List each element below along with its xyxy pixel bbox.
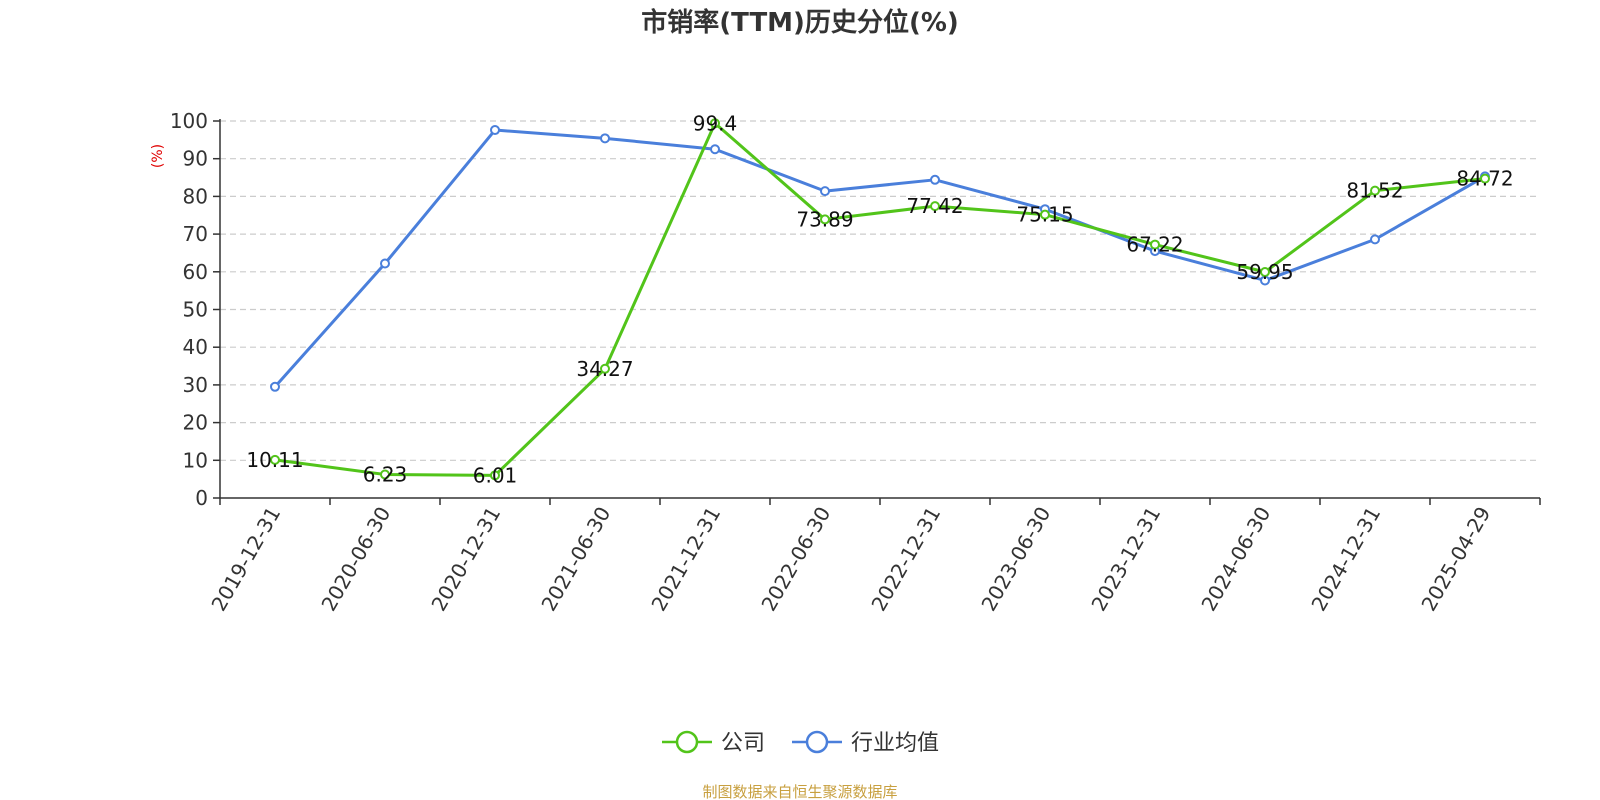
legend[interactable]: 公司 行业均值 [662, 730, 939, 756]
y-tick-label: 20 [183, 411, 208, 435]
x-tick-label: 2024-06-30 [1196, 503, 1275, 616]
data-label: 77.42 [906, 194, 963, 218]
data-point-0[interactable] [1150, 239, 1160, 250]
legend-item-0[interactable]: 公司 [662, 730, 765, 756]
data-label: 75.15 [1016, 203, 1073, 227]
data-point-0[interactable] [1480, 173, 1490, 184]
x-tick-label: 2020-06-30 [316, 503, 395, 616]
x-tick-label: 2022-06-30 [756, 503, 835, 616]
data-point-1[interactable] [380, 258, 390, 269]
x-tick-label: 2020-12-31 [426, 503, 505, 616]
grid-lines [220, 120, 1540, 461]
chart-title: 市销率(TTM)历史分位(%) [641, 7, 959, 38]
data-label: 67.22 [1126, 233, 1183, 257]
data-label: 6.01 [473, 463, 518, 487]
y-tick-label: 100 [170, 109, 208, 133]
legend-marker-icon [675, 730, 699, 754]
data-point-0[interactable] [600, 363, 610, 374]
legend-marker-icon [805, 730, 829, 754]
y-tick-label: 10 [183, 448, 208, 472]
data-point-0[interactable] [1040, 209, 1050, 220]
data-label: 99.4 [693, 111, 738, 135]
axes: 0 10 20 30 40 50 60 70 80 90 100 2019-12-31 2020-06-… [170, 109, 1541, 616]
y-tick-label: 80 [183, 184, 208, 208]
data-point-1[interactable] [270, 381, 280, 392]
data-point-1[interactable] [600, 133, 610, 144]
x-tick-label: 2022-12-31 [866, 503, 945, 616]
data-point-1[interactable] [820, 186, 830, 197]
data-label: 34.27 [576, 357, 633, 381]
data-point-1[interactable] [1370, 234, 1380, 245]
series-lines [270, 118, 1490, 481]
x-tick-label: 2024-12-31 [1306, 503, 1385, 616]
data-label: 6.23 [363, 463, 408, 487]
series-line-0 [274, 121, 1486, 477]
legend-label: 行业均值 [851, 731, 939, 756]
source-note: 制图数据来自恒生聚源数据库 [702, 783, 897, 800]
y-tick-label: 70 [183, 222, 208, 246]
x-tick-label: 2019-12-31 [206, 503, 285, 616]
legend-item-1[interactable]: 行业均值 [792, 730, 939, 756]
data-label: 81.52 [1346, 179, 1403, 203]
y-tick-label: 60 [183, 260, 208, 284]
data-point-0[interactable] [270, 454, 280, 465]
y-tick-label: 0 [195, 486, 208, 510]
data-point-0[interactable] [490, 470, 500, 481]
data-point-1[interactable] [930, 174, 940, 185]
data-point-0[interactable] [1260, 266, 1270, 277]
y-tick-label: 50 [183, 298, 208, 322]
y-tick-label: 40 [183, 335, 208, 359]
data-point-0[interactable] [1370, 185, 1380, 196]
data-label: 59.95 [1236, 260, 1293, 284]
x-tick-label: 2021-06-30 [536, 503, 615, 616]
data-point-0[interactable] [380, 469, 390, 480]
data-point-0[interactable] [820, 214, 830, 225]
data-label: 73.89 [796, 207, 853, 231]
data-point-1[interactable] [710, 144, 720, 155]
x-tick-label: 2025-04-29 [1416, 503, 1495, 616]
x-tick-label: 2023-06-30 [976, 503, 1055, 616]
data-point-0[interactable] [930, 201, 940, 212]
data-label: 10.11 [246, 448, 303, 472]
series-line-1 [273, 128, 1486, 388]
y-tick-label: 30 [183, 373, 208, 397]
y-tick-label: 90 [183, 147, 208, 171]
data-point-1[interactable] [490, 125, 500, 136]
x-tick-label: 2021-12-31 [646, 503, 725, 616]
y-axis-label: (%) [150, 144, 166, 168]
data-labels: 10.11 6.23 6.01 34.27 99.4 73.89 77.42 75.15 67.… [246, 111, 1513, 487]
x-tick-label: 2023-12-31 [1086, 503, 1165, 616]
legend-label: 公司 [721, 731, 765, 756]
data-label: 84.72 [1456, 167, 1513, 191]
data-point-0[interactable] [710, 118, 720, 129]
